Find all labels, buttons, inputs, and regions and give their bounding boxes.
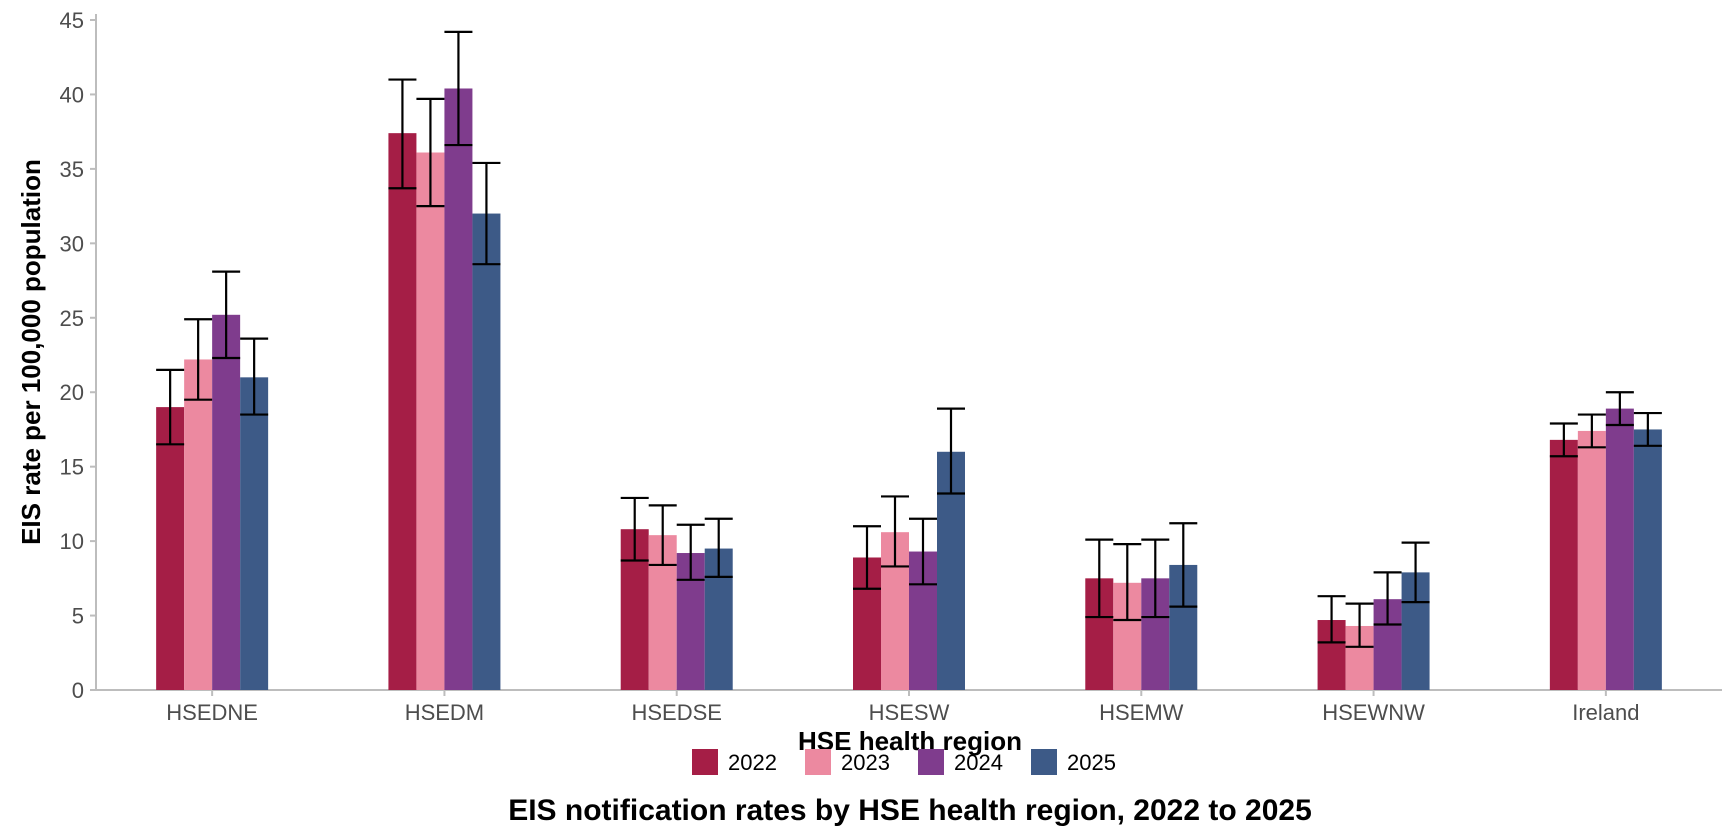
error-bar [937, 407, 965, 495]
legend-swatch [1031, 749, 1057, 775]
legend-label: 2022 [728, 750, 777, 775]
legend-swatch [805, 749, 831, 775]
error-bars [156, 30, 1662, 648]
error-bar [240, 337, 269, 416]
error-bar [1141, 538, 1170, 619]
error-bar [881, 495, 909, 568]
legend-label: 2024 [954, 750, 1003, 775]
y-axis: 0 5 10 15 20 25 30 35 40 45 [60, 8, 97, 703]
y-tick-label: 20 [60, 380, 84, 405]
error-bar [156, 368, 185, 446]
bar [416, 152, 445, 690]
x-tick-label: HSEWNW [1322, 700, 1425, 725]
y-tick-label: 35 [60, 157, 84, 182]
x-tick-label: HSEMW [1099, 700, 1184, 725]
y-tick-label: 0 [72, 678, 84, 703]
error-bar [444, 30, 473, 147]
y-axis-title: EIS rate per 100,000 population [16, 159, 46, 545]
error-bar [909, 517, 937, 586]
x-tick-label: Ireland [1572, 700, 1639, 725]
y-tick-label: 25 [60, 306, 84, 331]
x-tick-label: HSEDNE [166, 700, 258, 725]
legend-item: 2024 [918, 749, 1003, 775]
error-bar [416, 97, 445, 208]
bar [156, 407, 185, 690]
error-bar [1085, 538, 1114, 619]
error-bar [388, 78, 417, 190]
error-bar [212, 270, 241, 360]
bar [1549, 439, 1578, 690]
x-tick-label: HSEDM [405, 700, 484, 725]
error-bar [620, 496, 649, 562]
bar [1605, 408, 1634, 690]
legend-label: 2025 [1067, 750, 1116, 775]
legend-item: 2022 [692, 749, 777, 775]
bar [388, 133, 417, 691]
legend-item: 2025 [1031, 749, 1116, 775]
error-bar [472, 161, 501, 266]
legend-swatch [918, 749, 944, 775]
bar [184, 359, 213, 690]
error-bar [704, 517, 733, 578]
error-bar [853, 525, 881, 590]
legend-swatch [692, 749, 718, 775]
error-bar [1401, 541, 1430, 604]
bar [240, 377, 269, 690]
error-bar [1113, 542, 1142, 622]
y-tick-label: 5 [72, 604, 84, 629]
error-bar [1373, 571, 1402, 626]
error-bar [1345, 602, 1374, 648]
error-bar [1317, 595, 1346, 644]
x-tick-label: HSEDSE [631, 700, 721, 725]
y-tick-label: 40 [60, 82, 84, 107]
error-bar [1605, 391, 1634, 427]
error-bar [648, 504, 677, 567]
error-bar [1549, 422, 1578, 458]
y-tick-label: 10 [60, 529, 84, 554]
error-bar [1577, 413, 1606, 449]
y-tick-label: 45 [60, 8, 84, 33]
legend-item: 2023 [805, 749, 890, 775]
y-tick-label: 15 [60, 455, 84, 480]
bars [156, 88, 1662, 691]
error-bar [184, 318, 213, 401]
bar [1577, 430, 1606, 690]
chart-title: EIS notification rates by HSE health reg… [508, 794, 1312, 827]
legend: 2022 2023 2024 2025 [692, 749, 1116, 775]
bar [1633, 429, 1662, 690]
bar [472, 213, 501, 691]
bar [444, 88, 473, 690]
error-bar [1633, 411, 1662, 447]
error-bar [1169, 522, 1198, 608]
x-axis-title: HSE health region [798, 726, 1022, 756]
x-axis: HSEDNE HSEDM HSEDSE HSESW HSEMW HSEWNW Ireland [96, 689, 1722, 725]
x-tick-label: HSESW [869, 700, 950, 725]
bar [212, 314, 241, 690]
y-tick-label: 30 [60, 231, 84, 256]
error-bar [676, 523, 705, 581]
legend-label: 2023 [841, 750, 890, 775]
